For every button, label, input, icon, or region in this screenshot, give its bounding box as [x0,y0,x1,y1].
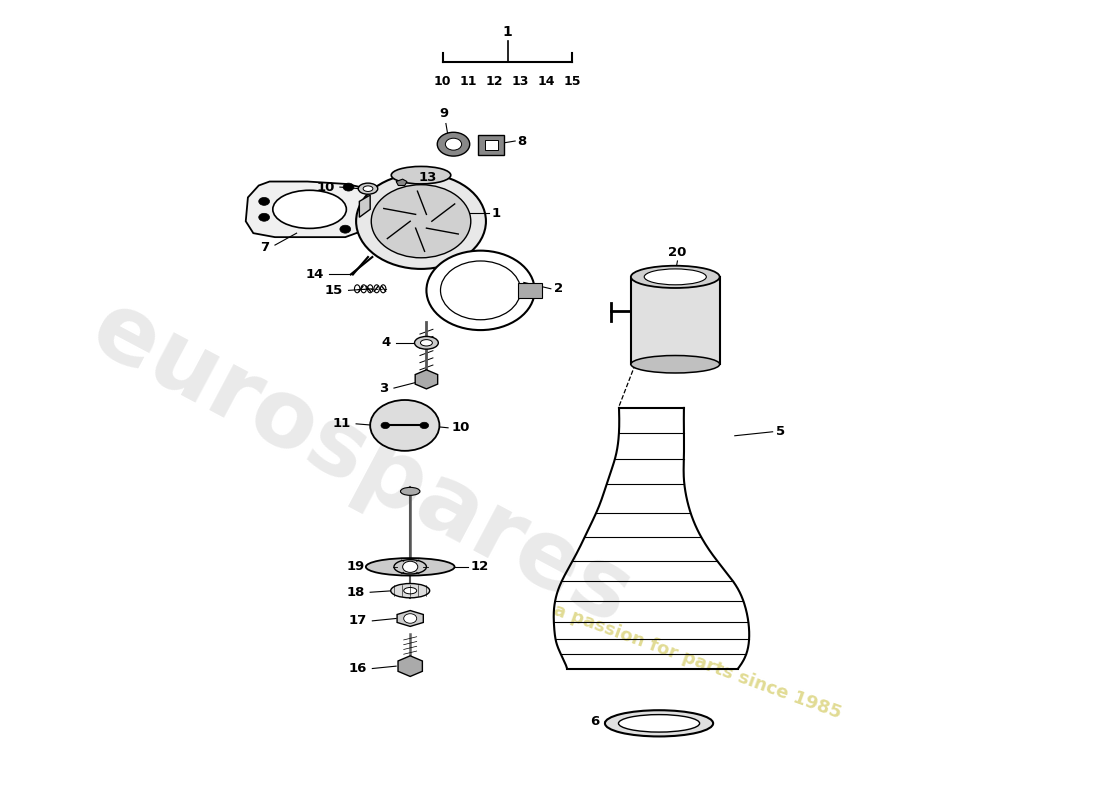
Text: 6: 6 [591,715,600,728]
Text: 14: 14 [538,75,556,88]
Circle shape [343,183,354,191]
Text: 17: 17 [349,614,367,627]
Text: 11: 11 [460,75,477,88]
Ellipse shape [631,266,719,288]
Text: 1: 1 [492,207,500,220]
Circle shape [371,400,439,451]
Polygon shape [397,610,424,626]
Bar [485,140,498,150]
Ellipse shape [415,337,438,349]
Ellipse shape [404,587,417,594]
Circle shape [258,198,270,206]
Ellipse shape [359,183,377,194]
Text: 12: 12 [486,75,504,88]
Ellipse shape [446,138,462,150]
Circle shape [356,174,486,269]
Bar [478,135,504,154]
Ellipse shape [390,583,430,598]
Polygon shape [394,234,442,249]
Ellipse shape [366,558,454,575]
Circle shape [340,226,351,233]
Text: 15: 15 [324,284,343,297]
Text: 2: 2 [554,282,563,295]
Text: 7: 7 [261,241,270,254]
Ellipse shape [273,190,346,229]
Ellipse shape [437,132,470,156]
Text: 3: 3 [379,382,388,394]
Text: 11: 11 [332,418,351,430]
Circle shape [372,185,471,258]
Text: 9: 9 [439,107,449,120]
Circle shape [258,214,270,222]
Circle shape [404,614,417,623]
Circle shape [403,562,418,572]
Text: 13: 13 [512,75,529,88]
Text: 1: 1 [503,25,513,38]
Text: 8: 8 [517,134,527,147]
Text: 10: 10 [316,181,334,194]
Text: 10: 10 [433,75,451,88]
Ellipse shape [394,560,427,574]
Polygon shape [398,656,422,677]
Polygon shape [360,195,371,218]
Text: 4: 4 [382,336,390,350]
Text: 19: 19 [346,560,365,574]
Ellipse shape [420,340,432,346]
Ellipse shape [645,269,706,285]
Circle shape [440,261,520,320]
Text: 15: 15 [563,75,581,88]
Text: 20: 20 [668,246,686,258]
Polygon shape [396,179,407,186]
Text: 16: 16 [349,662,367,675]
Text: 14: 14 [306,268,323,281]
Polygon shape [245,182,383,237]
Text: 12: 12 [471,560,490,574]
Text: 18: 18 [346,586,365,598]
Ellipse shape [363,186,373,191]
Text: 5: 5 [776,426,785,438]
Ellipse shape [605,710,713,737]
Text: 13: 13 [419,171,437,184]
Circle shape [381,422,389,429]
Ellipse shape [400,487,420,495]
Circle shape [427,250,535,330]
Bar [631,277,719,364]
Ellipse shape [392,166,451,184]
Ellipse shape [631,355,719,373]
Text: a passion for parts since 1985: a passion for parts since 1985 [550,602,844,722]
Ellipse shape [618,714,700,732]
Text: eurospares: eurospares [76,282,647,644]
Bar [518,283,542,298]
Circle shape [420,422,429,429]
Text: 10: 10 [451,422,470,434]
Polygon shape [415,370,438,389]
